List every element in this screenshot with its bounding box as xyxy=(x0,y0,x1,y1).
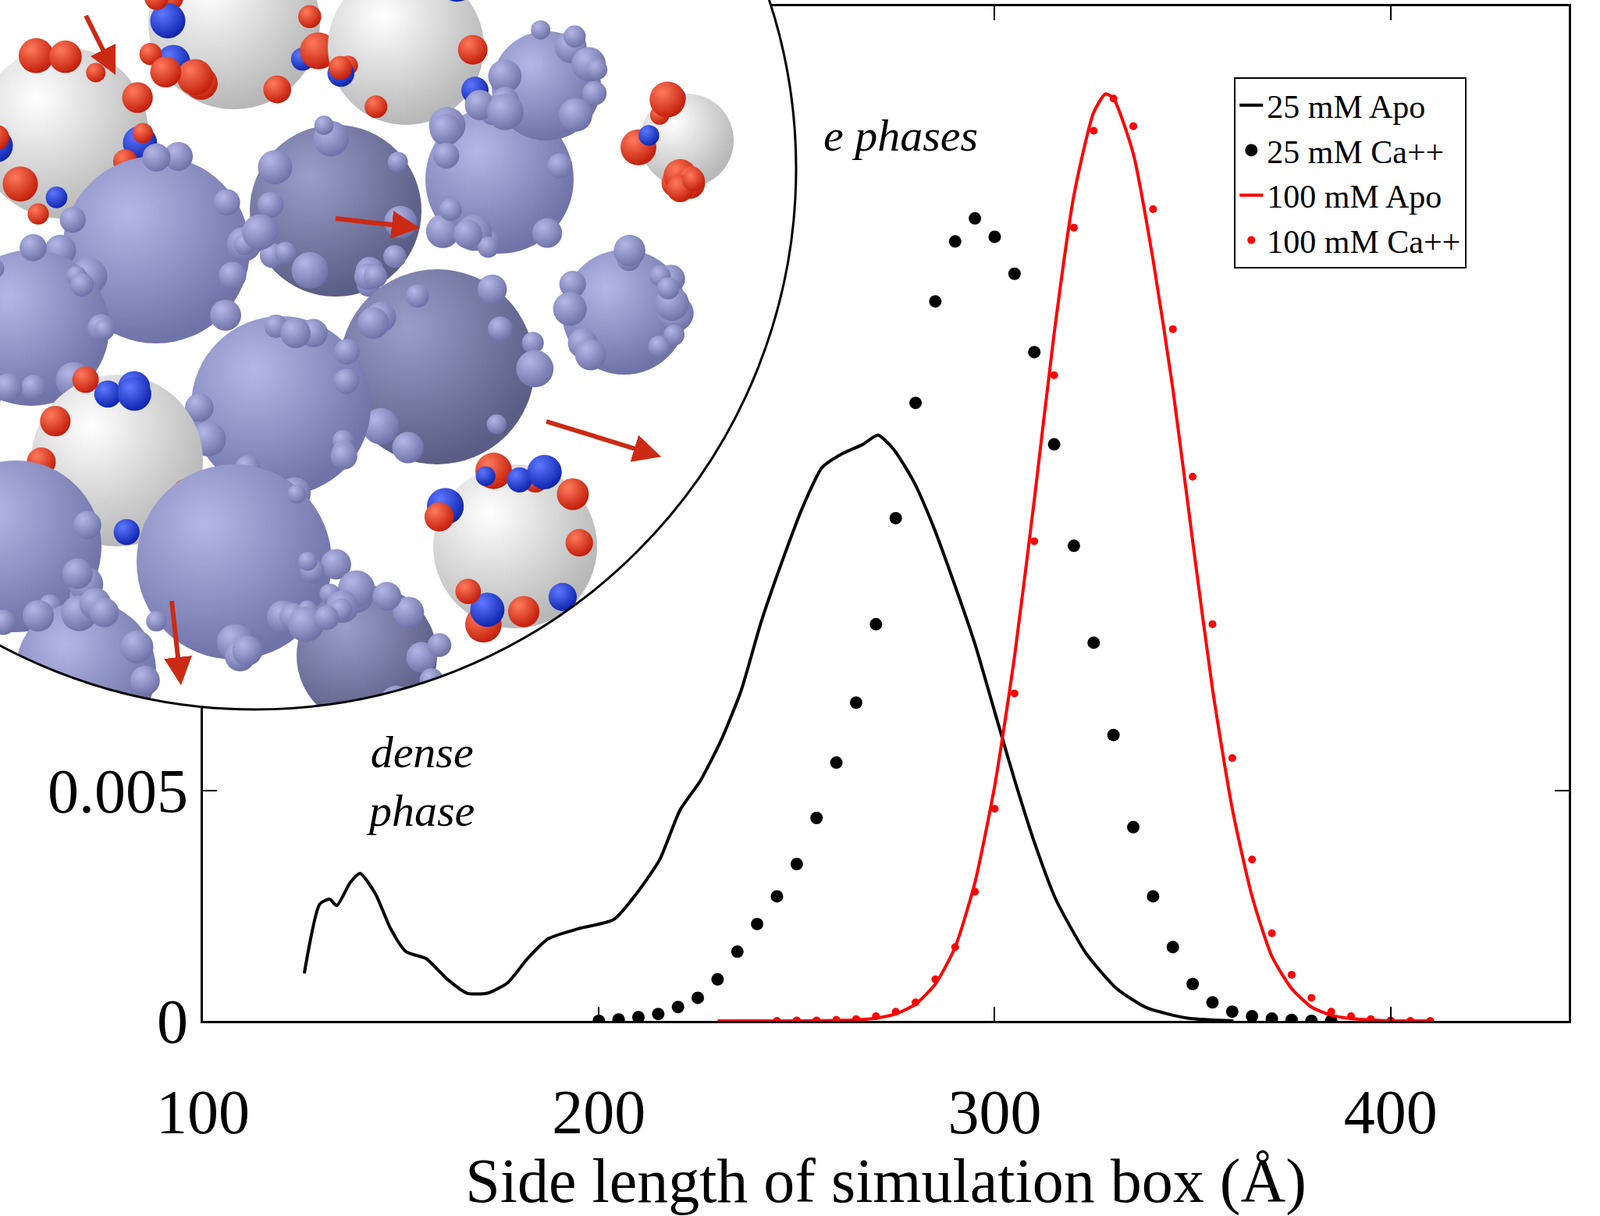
svg-text:100: 100 xyxy=(156,1077,250,1147)
svg-text:300: 300 xyxy=(947,1077,1042,1147)
svg-text:0: 0 xyxy=(156,987,189,1056)
svg-text:densephase: densephase xyxy=(366,726,475,836)
svg-text:25 mM Apo: 25 mM Apo xyxy=(1266,88,1426,125)
svg-text:25 mM Ca++: 25 mM Ca++ xyxy=(1266,134,1444,171)
svg-text:100 mM Ca++: 100 mM Ca++ xyxy=(1266,224,1461,260)
svg-text:Side length of simulation box: Side length of simulation box (Å) xyxy=(465,1146,1307,1216)
svg-text:100 mM Apo: 100 mM Apo xyxy=(1266,178,1442,215)
svg-text:200: 200 xyxy=(551,1077,646,1147)
svg-text:e phases: e phases xyxy=(823,110,978,161)
svg-text:0.005: 0.005 xyxy=(47,757,189,826)
svg-text:400: 400 xyxy=(1344,1077,1438,1147)
